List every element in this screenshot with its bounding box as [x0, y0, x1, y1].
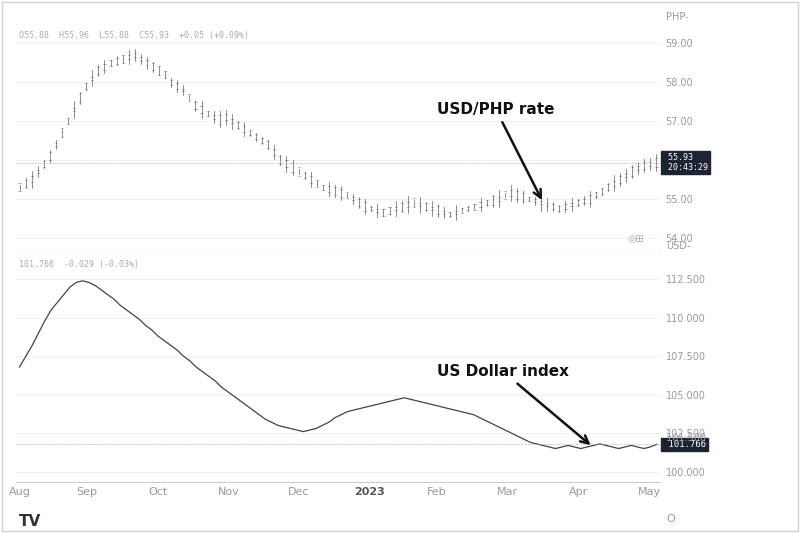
Text: TV: TV	[19, 514, 42, 529]
Text: 101.766: 101.766	[663, 440, 706, 449]
Text: 101.500: 101.500	[663, 433, 706, 443]
Text: USD/PHP rate: USD/PHP rate	[437, 102, 554, 198]
Text: O55.88  H55.96  L55.88  C55.93  +0.05 (+0.09%): O55.88 H55.96 L55.88 C55.93 +0.05 (+0.09…	[19, 31, 250, 40]
Text: 101.766  -0.029 (-0.03%): 101.766 -0.029 (-0.03%)	[19, 260, 139, 269]
Text: 55.93
 20:43:29: 55.93 20:43:29	[663, 153, 708, 172]
Text: PHP-: PHP-	[666, 12, 689, 22]
Text: USD-: USD-	[666, 241, 691, 251]
Text: O: O	[666, 514, 675, 524]
Text: US Dollar index: US Dollar index	[437, 364, 589, 443]
Text: ◎⊞: ◎⊞	[627, 234, 644, 244]
